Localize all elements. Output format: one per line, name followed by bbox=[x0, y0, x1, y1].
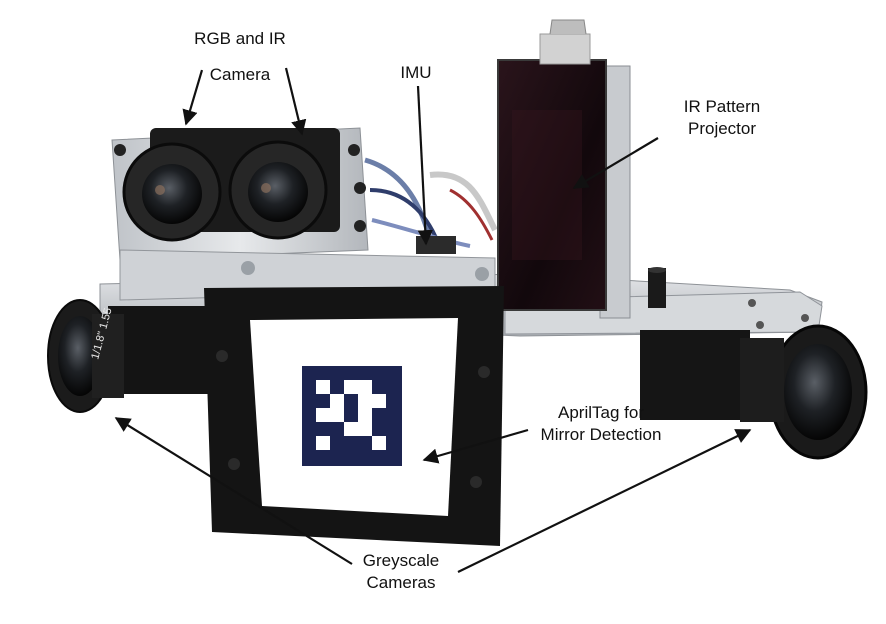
label-apriltag: AprilTag for Mirror Detection bbox=[526, 402, 676, 446]
label-rgb-ir-line1: RGB and IR bbox=[194, 29, 286, 48]
label-greyscale-cameras: Greyscale Cameras bbox=[346, 550, 456, 594]
left-camera-housing bbox=[108, 306, 208, 394]
apriltag-block bbox=[204, 286, 504, 546]
right-camera-housing bbox=[640, 330, 750, 420]
label-imu: IMU bbox=[400, 63, 432, 82]
label-projector-line2: Projector bbox=[687, 119, 757, 138]
annotation-arrows bbox=[114, 67, 752, 573]
ir-pattern-projector bbox=[497, 19, 631, 319]
label-projector-line1: IR Pattern bbox=[683, 97, 761, 116]
apriltag-pattern bbox=[302, 366, 402, 466]
device: 1/1.8" 1.55 bbox=[47, 19, 868, 546]
arrow-projector bbox=[572, 137, 659, 189]
arrow-greyscale-left bbox=[114, 417, 353, 565]
label-grey-line2: Cameras bbox=[366, 573, 436, 592]
arrow-imu bbox=[416, 85, 433, 246]
label-grey-line1: Greyscale bbox=[362, 551, 440, 570]
label-apriltag-line1: AprilTag for bbox=[558, 403, 644, 422]
label-rgb-ir-line2: Camera bbox=[209, 65, 271, 84]
arrow-greyscale-right bbox=[457, 429, 752, 573]
imu-board-and-cables bbox=[364, 157, 498, 254]
arrow-rgb-camera bbox=[182, 69, 204, 126]
label-apriltag-line2: Mirror Detection bbox=[540, 425, 662, 444]
label-ir-pattern-projector: IR Pattern Projector bbox=[664, 96, 780, 140]
arrow-ir-camera bbox=[284, 67, 307, 136]
label-rgb-ir-camera: RGB and IR Camera bbox=[180, 28, 300, 86]
arrow-apriltag bbox=[422, 428, 529, 464]
